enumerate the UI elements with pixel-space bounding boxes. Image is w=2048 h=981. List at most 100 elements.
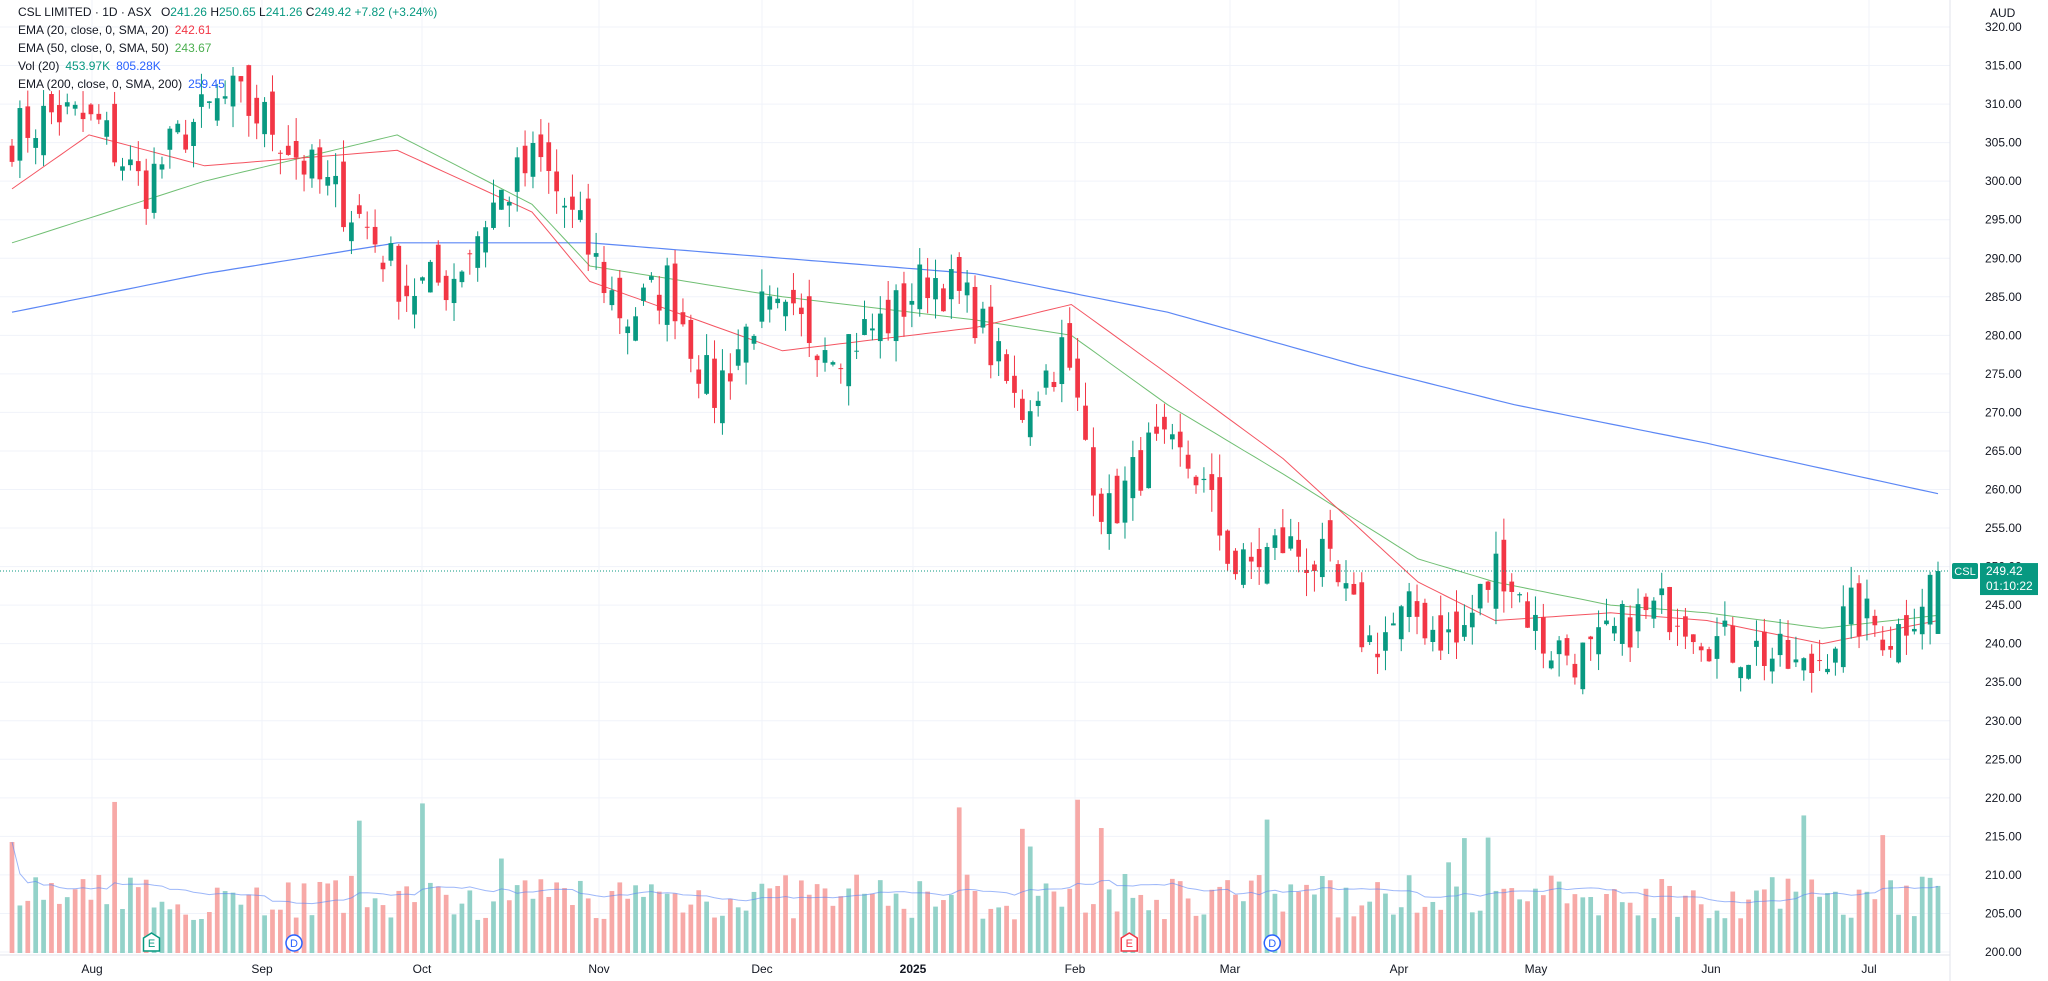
- candle: [72, 101, 78, 116]
- ema200-line: [11, 242, 1939, 495]
- volume-bar: [712, 917, 717, 953]
- ema20-value: 242.61: [174, 23, 212, 37]
- candle: [120, 157, 125, 181]
- candle: [1667, 586, 1672, 641]
- volume-bar: [862, 893, 867, 953]
- volume-bar: [893, 893, 899, 953]
- candle: [420, 276, 425, 284]
- volume-bar: [1817, 896, 1822, 953]
- volume-bar: [499, 858, 504, 953]
- volume-bar: [1241, 901, 1246, 953]
- candle: [1446, 612, 1451, 654]
- volume-bar: [9, 842, 15, 953]
- candle: [214, 83, 220, 126]
- candle: [1643, 593, 1649, 619]
- dividend-marker[interactable]: D: [1263, 934, 1281, 952]
- price-tick-label: 275.00: [1985, 367, 2022, 381]
- volume-bar: [1919, 876, 1925, 953]
- candle: [506, 196, 512, 227]
- low-value: 241.26: [265, 5, 303, 19]
- candle: [1027, 400, 1033, 446]
- currency-label[interactable]: AUD: [1990, 6, 2016, 20]
- volume-bar: [1501, 888, 1507, 953]
- volume-bar: [491, 901, 496, 953]
- candle: [451, 263, 457, 321]
- volume-bar: [1564, 903, 1570, 953]
- candle: [1138, 437, 1144, 496]
- volume-bar: [1619, 902, 1625, 953]
- candle: [317, 139, 323, 194]
- candle: [285, 125, 291, 156]
- candle: [1683, 607, 1688, 650]
- candle: [585, 183, 591, 272]
- volume-bar: [1248, 880, 1254, 953]
- candle: [104, 111, 110, 145]
- volume-bar: [1233, 894, 1238, 953]
- candle: [1769, 647, 1775, 684]
- candle: [1754, 620, 1759, 666]
- candle: [1280, 509, 1286, 554]
- candle: [838, 363, 844, 384]
- volume-bar: [467, 890, 473, 953]
- volume-average-value: 805.28K: [116, 59, 161, 73]
- candle: [467, 249, 473, 275]
- dividend-marker[interactable]: D: [285, 934, 303, 952]
- volume-bar: [743, 910, 749, 953]
- earnings-marker[interactable]: E: [142, 932, 161, 952]
- symbol-title[interactable]: CSL LIMITED · 1D · ASX: [18, 5, 152, 19]
- time-axis: Aug Sep Oct Nov Dec 2025 Feb Mar Apr May Jun Jul: [81, 962, 1876, 976]
- candle: [1177, 413, 1183, 467]
- high-value: 250.65: [219, 5, 256, 19]
- time-tick-label: Mar: [1220, 962, 1241, 976]
- candle: [1390, 612, 1396, 626]
- candle: [1414, 584, 1420, 635]
- legend-volume[interactable]: Vol (20) 453.97K 805.28K: [18, 57, 437, 75]
- volume-bar: [1793, 891, 1799, 953]
- candle: [546, 122, 552, 194]
- volume-bar: [317, 881, 323, 953]
- candle: [1075, 338, 1080, 411]
- candle: [199, 73, 204, 128]
- volume-bar: [388, 917, 394, 953]
- candle: [135, 141, 141, 186]
- volume-bar: [262, 915, 267, 953]
- candle: [1793, 636, 1799, 668]
- grid: [0, 0, 1951, 981]
- volume-bar: [830, 905, 836, 953]
- candle: [17, 100, 23, 179]
- volume-bar: [609, 891, 615, 953]
- candle: [1288, 518, 1294, 551]
- candle: [1241, 543, 1246, 589]
- volume-bar: [822, 888, 828, 953]
- volume-bar: [1714, 910, 1720, 953]
- candle: [743, 323, 749, 385]
- legend-ema20[interactable]: EMA (20, close, 0, SMA, 20) 242.61: [18, 21, 437, 39]
- volume-bar: [301, 883, 307, 953]
- candle: [1351, 572, 1357, 595]
- volume-bar: [522, 880, 528, 953]
- candle: [854, 332, 859, 360]
- legend-ema200[interactable]: EMA (200, close, 0, SMA, 200) 259.45: [18, 75, 437, 93]
- candle: [183, 119, 189, 153]
- candle: [1217, 454, 1223, 551]
- volume-bar: [1880, 835, 1886, 953]
- candle: [475, 231, 481, 282]
- volume-bar: [1343, 887, 1349, 953]
- volume-bar: [104, 904, 110, 953]
- candle: [672, 249, 678, 340]
- legend-ema50[interactable]: EMA (50, close, 0, SMA, 50) 243.67: [18, 39, 437, 57]
- volume-bar: [1840, 914, 1846, 953]
- time-tick-label: 2025: [900, 962, 927, 976]
- candle: [1067, 307, 1073, 371]
- earnings-marker[interactable]: E: [1120, 932, 1138, 952]
- candle: [1548, 651, 1554, 670]
- candle: [846, 334, 852, 406]
- volume-bar: [1327, 880, 1333, 953]
- candle: [980, 301, 986, 334]
- candle: [1730, 616, 1736, 664]
- volume-label: Vol (20): [18, 59, 60, 73]
- volume-bar: [1193, 915, 1199, 953]
- candle: [499, 189, 504, 210]
